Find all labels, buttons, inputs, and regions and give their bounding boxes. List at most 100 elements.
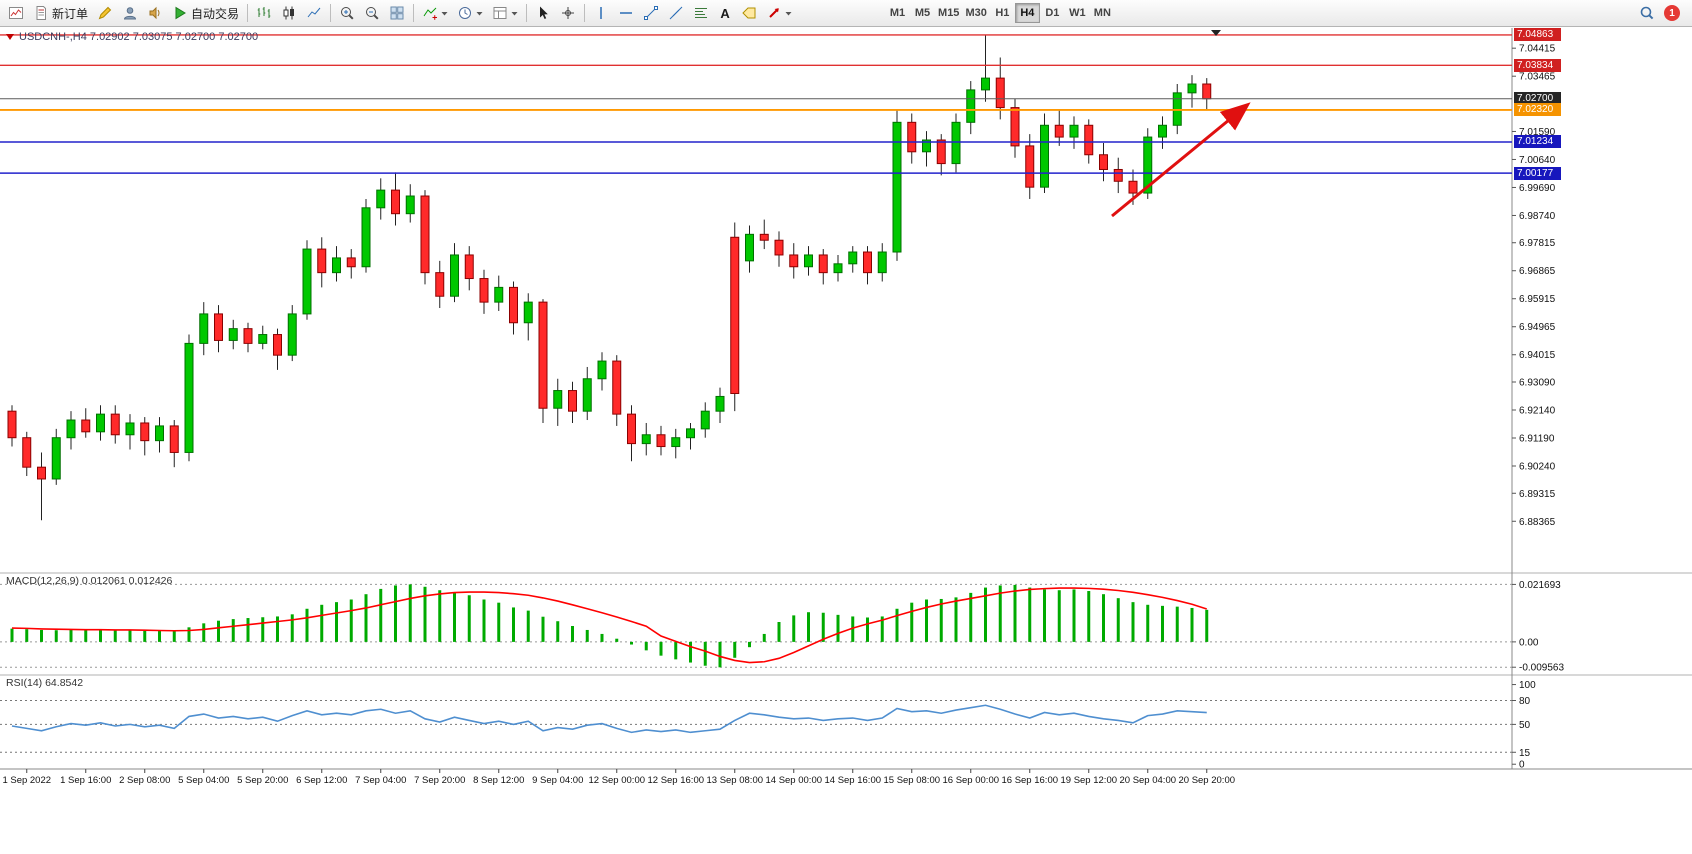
trendline-tool-button[interactable] bbox=[639, 2, 663, 24]
indicators-dropdown-button[interactable] bbox=[418, 2, 452, 24]
notification-badge[interactable]: 1 bbox=[1664, 5, 1680, 21]
svg-text:7.00640: 7.00640 bbox=[1519, 155, 1556, 166]
svg-text:20 Sep 20:00: 20 Sep 20:00 bbox=[1178, 775, 1235, 786]
cursor-button[interactable] bbox=[531, 2, 555, 24]
autotrading-label: 自动交易 bbox=[191, 6, 240, 21]
svg-text:80: 80 bbox=[1519, 696, 1531, 707]
speaker-icon bbox=[147, 5, 163, 21]
search-button[interactable] bbox=[1635, 2, 1659, 24]
svg-text:50: 50 bbox=[1519, 720, 1531, 731]
tile-windows-button[interactable] bbox=[385, 2, 409, 24]
new-order-icon bbox=[33, 5, 49, 21]
timeframe-h1[interactable]: H1 bbox=[990, 3, 1015, 23]
price-label-support-2: 7.00177 bbox=[1514, 166, 1561, 180]
ohlc-bars-icon bbox=[256, 5, 272, 21]
toolbar-separator bbox=[584, 4, 586, 22]
svg-text:14 Sep 00:00: 14 Sep 00:00 bbox=[765, 775, 822, 786]
rsi-pane: 100 80 50 150 bbox=[0, 680, 1536, 771]
new-order-button[interactable]: 新订单 bbox=[29, 2, 92, 24]
candlestick-chart-button[interactable] bbox=[277, 2, 301, 24]
svg-text:6.98740: 6.98740 bbox=[1519, 211, 1556, 222]
svg-text:15: 15 bbox=[1519, 748, 1531, 759]
timeframe-m15[interactable]: M15 bbox=[935, 3, 962, 23]
new-order-label: 新订单 bbox=[52, 6, 89, 21]
zoom-out-button[interactable] bbox=[360, 2, 384, 24]
crosshair-button[interactable] bbox=[556, 2, 580, 24]
svg-text:7 Sep 04:00: 7 Sep 04:00 bbox=[355, 775, 406, 786]
arrow-tool-icon bbox=[766, 5, 782, 21]
svg-text:6.91190: 6.91190 bbox=[1519, 434, 1555, 445]
play-icon bbox=[172, 5, 188, 21]
text-tool-button[interactable]: A bbox=[714, 2, 736, 24]
crosshair-icon bbox=[560, 5, 576, 21]
svg-text:5 Sep 20:00: 5 Sep 20:00 bbox=[237, 775, 288, 786]
vertical-line-tool-button[interactable] bbox=[589, 2, 613, 24]
autotrading-button[interactable]: 自动交易 bbox=[168, 2, 243, 24]
svg-text:6.90240: 6.90240 bbox=[1519, 462, 1556, 473]
community-button[interactable] bbox=[118, 2, 142, 24]
pane-separators bbox=[0, 28, 1692, 770]
svg-text:6.94965: 6.94965 bbox=[1519, 322, 1556, 333]
svg-text:12 Sep 00:00: 12 Sep 00:00 bbox=[588, 775, 645, 786]
arrows-dropdown-button[interactable] bbox=[762, 2, 796, 24]
svg-text:-0.009563: -0.009563 bbox=[1519, 663, 1564, 674]
svg-text:12 Sep 16:00: 12 Sep 16:00 bbox=[647, 775, 704, 786]
tile-windows-icon bbox=[389, 5, 405, 21]
price-label-orange-level: 7.02320 bbox=[1514, 103, 1561, 117]
chevron-down-icon bbox=[785, 5, 792, 21]
svg-text:16 Sep 00:00: 16 Sep 00:00 bbox=[942, 775, 999, 786]
svg-text:0.00: 0.00 bbox=[1519, 637, 1539, 648]
horizontal-line-tool-button[interactable] bbox=[614, 2, 638, 24]
svg-text:7.03465: 7.03465 bbox=[1519, 72, 1556, 83]
svg-text:7.04415: 7.04415 bbox=[1519, 44, 1556, 55]
svg-text:6.94015: 6.94015 bbox=[1519, 350, 1556, 361]
zoom-in-button[interactable] bbox=[335, 2, 359, 24]
new-chart-button[interactable] bbox=[4, 2, 28, 24]
svg-text:0: 0 bbox=[1519, 760, 1525, 771]
svg-text:15 Sep 08:00: 15 Sep 08:00 bbox=[883, 775, 940, 786]
price-label-resistance-high: 7.04863 bbox=[1514, 28, 1561, 42]
svg-text:9 Sep 04:00: 9 Sep 04:00 bbox=[532, 775, 583, 786]
svg-text:1 Sep 16:00: 1 Sep 16:00 bbox=[60, 775, 111, 786]
toolbar-separator bbox=[330, 4, 332, 22]
svg-text:13 Sep 08:00: 13 Sep 08:00 bbox=[706, 775, 763, 786]
timeframe-d1[interactable]: D1 bbox=[1040, 3, 1065, 23]
horizontal-lines[interactable] bbox=[0, 34, 1512, 174]
svg-text:14 Sep 16:00: 14 Sep 16:00 bbox=[824, 775, 881, 786]
template-icon bbox=[492, 5, 508, 21]
svg-text:16 Sep 16:00: 16 Sep 16:00 bbox=[1001, 775, 1058, 786]
timeframe-m30[interactable]: M30 bbox=[962, 3, 989, 23]
templates-dropdown-button[interactable] bbox=[488, 2, 522, 24]
person-icon bbox=[122, 5, 138, 21]
line-chart-icon bbox=[306, 5, 322, 21]
horizontal-line-icon bbox=[618, 5, 634, 21]
price-label-support-1: 7.01234 bbox=[1514, 135, 1561, 149]
periods-dropdown-button[interactable] bbox=[453, 2, 487, 24]
toolbar-separator bbox=[413, 4, 415, 22]
timeframe-w1[interactable]: W1 bbox=[1065, 3, 1090, 23]
timeframe-m1[interactable]: M1 bbox=[885, 3, 910, 23]
macd-pane: 0.021693 0.00 -0.009563 bbox=[0, 580, 1564, 674]
timeframe-mn[interactable]: MN bbox=[1090, 3, 1115, 23]
price-label-current-bid: 7.02700 bbox=[1514, 92, 1561, 106]
fibonacci-tool-button[interactable] bbox=[689, 2, 713, 24]
fibonacci-icon bbox=[693, 5, 709, 21]
time-axis: 1 Sep 2022 1 Sep 16:00 2 Sep 08:00 5 Sep 04… bbox=[2, 769, 1235, 786]
vertical-line-icon bbox=[593, 5, 609, 21]
annotation-arrow[interactable] bbox=[1111, 102, 1251, 218]
price-label-resistance: 7.03834 bbox=[1514, 58, 1561, 72]
timeframe-h4[interactable]: H4 bbox=[1014, 3, 1040, 23]
text-label-tool-button[interactable] bbox=[737, 2, 761, 24]
text-tool-icon: A bbox=[720, 5, 730, 21]
timeframe-m5[interactable]: M5 bbox=[910, 3, 935, 23]
bar-chart-button[interactable] bbox=[252, 2, 276, 24]
channel-tool-button[interactable] bbox=[664, 2, 688, 24]
alerts-button[interactable] bbox=[143, 2, 167, 24]
svg-text:6.88365: 6.88365 bbox=[1519, 517, 1556, 528]
metaeditor-button[interactable] bbox=[93, 2, 117, 24]
svg-text:6.97815: 6.97815 bbox=[1519, 238, 1556, 249]
chart-canvas[interactable]: 7.04415 7.03465 7.01590 7.00640 6.99690 6.987… bbox=[0, 28, 1692, 854]
search-icon bbox=[1639, 5, 1655, 21]
zoom-out-icon bbox=[364, 5, 380, 21]
line-chart-button[interactable] bbox=[302, 2, 326, 24]
